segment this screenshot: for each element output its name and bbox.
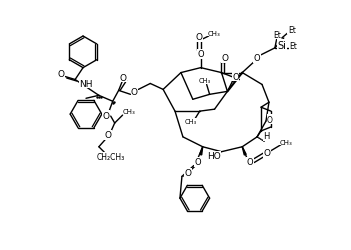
- Text: O: O: [264, 148, 271, 158]
- Text: O: O: [131, 88, 138, 96]
- Text: O: O: [222, 54, 229, 63]
- Text: Et: Et: [290, 42, 298, 51]
- Text: O: O: [104, 131, 111, 140]
- Text: O: O: [184, 168, 191, 177]
- Text: O: O: [232, 73, 239, 82]
- Text: CH₃: CH₃: [199, 78, 211, 84]
- Text: Et: Et: [273, 30, 281, 39]
- Text: Si: Si: [277, 41, 286, 51]
- Text: NH: NH: [79, 80, 93, 88]
- Polygon shape: [200, 147, 203, 155]
- Text: O: O: [195, 33, 202, 42]
- Text: O: O: [119, 74, 126, 83]
- Text: O: O: [247, 158, 253, 166]
- Text: O: O: [197, 50, 204, 59]
- Text: HO: HO: [207, 152, 220, 160]
- Polygon shape: [242, 147, 246, 156]
- Text: CH₃: CH₃: [185, 118, 197, 124]
- Text: CH₃: CH₃: [279, 139, 292, 145]
- Text: Et: Et: [288, 26, 296, 35]
- Text: CH₃: CH₃: [207, 31, 220, 37]
- Text: H: H: [263, 132, 270, 141]
- Text: CH₃: CH₃: [122, 109, 135, 115]
- Text: O: O: [58, 70, 65, 79]
- Text: O: O: [267, 115, 273, 124]
- Text: O: O: [194, 158, 201, 166]
- Text: O: O: [254, 54, 260, 63]
- Text: O: O: [102, 111, 109, 120]
- Text: CH₂CH₃: CH₂CH₃: [97, 152, 125, 162]
